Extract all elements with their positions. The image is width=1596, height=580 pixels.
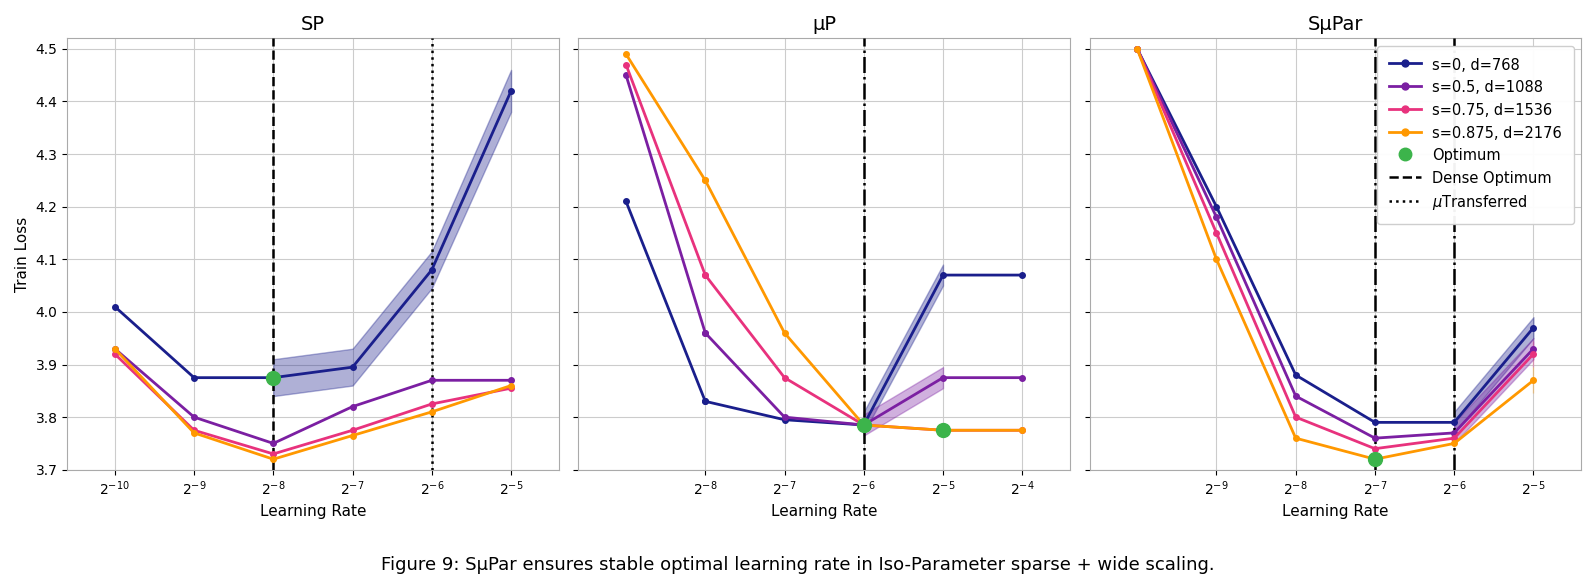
- Legend: s=0, d=768, s=0.5, d=1088, s=0.75, d=1536, s=0.875, d=2176, Optimum, Dense Optim: s=0, d=768, s=0.5, d=1088, s=0.75, d=153…: [1377, 46, 1574, 224]
- Y-axis label: Train Loss: Train Loss: [14, 216, 30, 292]
- X-axis label: Learning Rate: Learning Rate: [260, 503, 365, 519]
- Title: μP: μP: [812, 15, 836, 34]
- X-axis label: Learning Rate: Learning Rate: [771, 503, 878, 519]
- Title: SP: SP: [302, 15, 326, 34]
- Text: Figure 9: SμPar ensures stable optimal learning rate in Iso-Parameter sparse + w: Figure 9: SμPar ensures stable optimal l…: [381, 556, 1215, 574]
- Title: SμPar: SμPar: [1307, 15, 1363, 34]
- X-axis label: Learning Rate: Learning Rate: [1282, 503, 1389, 519]
